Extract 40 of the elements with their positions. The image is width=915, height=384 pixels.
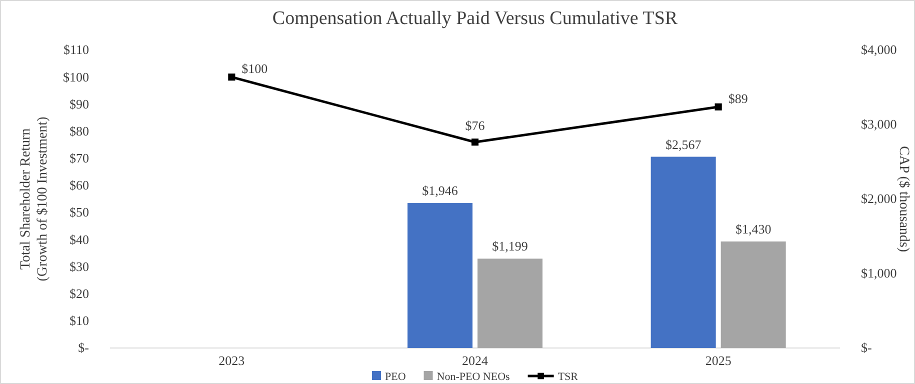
point	[228, 74, 236, 81]
chart-title: Compensation Actually Paid Versus Cumulative TSR	[272, 8, 678, 29]
data-label: $76	[465, 118, 486, 134]
y-tick-label: $30	[70, 258, 89, 274]
y2-tick-label: $3,000	[861, 116, 897, 132]
y-tick-label: $-	[78, 340, 89, 356]
x-tick-label: 2023	[218, 353, 245, 368]
y2-axis-title: CAP ($ thousands)	[896, 146, 911, 252]
y-tick-label: $110	[63, 42, 89, 58]
y-tick-label: $70	[70, 150, 89, 166]
y-tick-label: $100	[63, 69, 89, 84]
y-tick-label: $60	[70, 178, 89, 193]
data-label: $1,430	[735, 221, 772, 236]
legend-label: TSR	[558, 371, 579, 383]
y-tick-label: $10	[70, 313, 89, 328]
y2-tick-label: $4,000	[861, 42, 897, 58]
y2-tick-label: $1,000	[861, 266, 897, 281]
y-axis-title: Total Shareholder Return (Growth of $100 Investment)	[18, 116, 50, 282]
point	[471, 138, 479, 146]
legend-label: PEO	[385, 371, 406, 383]
data-label: $1,199	[492, 238, 528, 254]
x-tick-label: 2024	[462, 353, 488, 368]
data-label: $100	[242, 61, 268, 76]
y-tick-label: $50	[70, 204, 89, 220]
y-tick-label: $80	[70, 123, 89, 138]
bar	[650, 156, 716, 348]
y-tick-label: $20	[70, 286, 89, 301]
bar	[408, 203, 472, 348]
bar	[720, 241, 786, 348]
bar	[478, 258, 542, 348]
data-label: $2,567	[665, 136, 702, 152]
y-tick-label: $90	[70, 96, 89, 112]
data-label: $1,946	[422, 183, 458, 198]
legend-label: Non-PEO NEOs	[436, 371, 510, 383]
y2-tick-label: $2,000	[861, 191, 897, 206]
y2-tick-label: $-	[861, 340, 872, 356]
x-tick-label: 2025	[705, 353, 732, 368]
point	[714, 103, 722, 110]
y-tick-label: $40	[70, 232, 89, 247]
data-label: $89	[728, 90, 748, 106]
